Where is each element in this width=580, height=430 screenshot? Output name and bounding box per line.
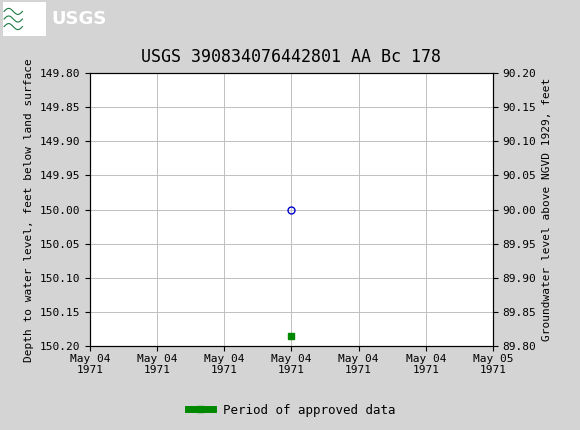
Legend: Period of approved data: Period of approved data (183, 399, 400, 422)
Y-axis label: Depth to water level, feet below land surface: Depth to water level, feet below land su… (24, 58, 34, 362)
Text: USGS: USGS (51, 10, 106, 28)
Y-axis label: Groundwater level above NGVD 1929, feet: Groundwater level above NGVD 1929, feet (542, 78, 552, 341)
Title: USGS 390834076442801 AA Bc 178: USGS 390834076442801 AA Bc 178 (142, 48, 441, 66)
FancyBboxPatch shape (3, 2, 46, 37)
